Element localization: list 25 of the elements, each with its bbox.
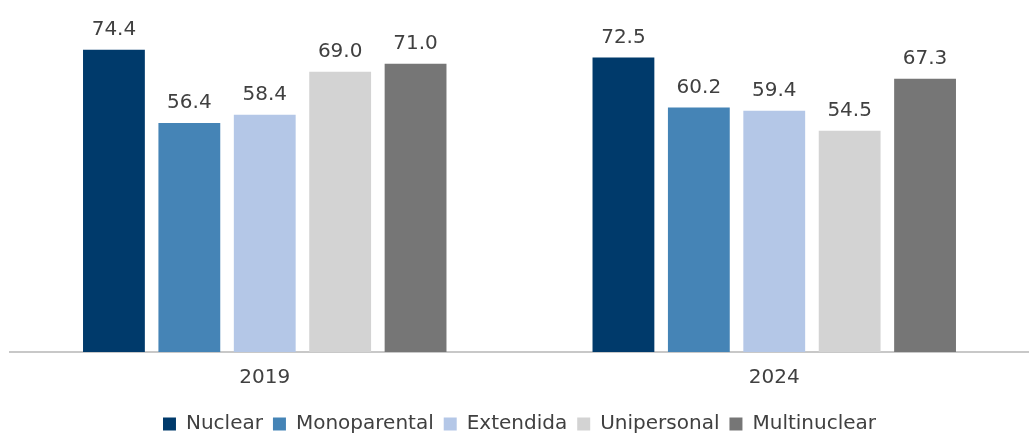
data-label: 69.0 (317, 37, 363, 62)
bar (592, 57, 655, 352)
data-label: 72.5 (601, 23, 646, 48)
data-label: 60.2 (676, 73, 722, 98)
data-label: 71.0 (393, 29, 438, 54)
legend-label: Unipersonal (600, 410, 720, 435)
x-tick-label: 2019 (239, 364, 291, 389)
bar (384, 63, 447, 352)
bar (83, 49, 145, 352)
legend-label: Extendida (466, 410, 568, 435)
data-label: 58.4 (242, 81, 288, 106)
x-tick-label: 2024 (748, 364, 800, 389)
data-label: 56.4 (167, 89, 212, 114)
bar (894, 78, 956, 352)
legend-label: Multinuclear (752, 410, 877, 435)
bar (233, 114, 296, 352)
bar (667, 107, 730, 352)
legend-label: Nuclear (185, 410, 264, 435)
data-label: 59.4 (751, 76, 797, 101)
bar (158, 122, 221, 352)
data-label: 74.4 (91, 16, 137, 41)
legend-label: Monoparental (295, 410, 434, 435)
bar (743, 110, 806, 352)
data-label: 67.3 (902, 44, 948, 69)
data-label: 54.5 (827, 96, 872, 121)
